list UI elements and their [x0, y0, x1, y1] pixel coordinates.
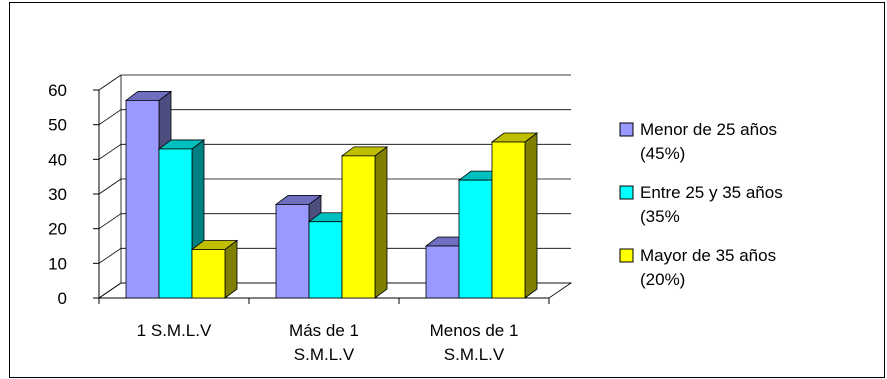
x-tick-label: S.M.L.V — [444, 345, 505, 364]
x-tick-label: Más de 1 — [289, 321, 359, 340]
y-tick-label: 40 — [48, 150, 67, 169]
legend-swatch — [619, 122, 634, 137]
x-tick-label: 1 S.M.L.V — [137, 321, 212, 340]
legend-label: (20%) — [640, 270, 685, 289]
bar — [458, 179, 493, 299]
legend-label: Menor de 25 años — [640, 120, 777, 139]
legend-label: (35% — [640, 207, 680, 226]
y-tick-label: 10 — [48, 254, 67, 273]
gridline-depth — [98, 74, 122, 91]
bar — [191, 249, 226, 299]
x-tick-label: S.M.L.V — [294, 345, 355, 364]
bar — [308, 221, 343, 299]
bar — [491, 141, 526, 299]
y-tick-label: 30 — [48, 185, 67, 204]
bar — [341, 155, 376, 299]
legend-label: (45%) — [640, 144, 685, 163]
bar — [275, 203, 310, 299]
y-tick-label: 20 — [48, 220, 67, 239]
y-tick-label: 60 — [48, 81, 67, 100]
y-tick-label: 50 — [48, 116, 67, 135]
bar-side — [524, 132, 538, 299]
legend-label: Entre 25 y 35 años — [640, 183, 783, 202]
legend-swatch — [619, 248, 634, 263]
bar — [158, 148, 193, 299]
gridline-depth — [98, 248, 122, 264]
gridline-depth — [98, 109, 122, 125]
x-tick-label: Menos de 1 — [430, 321, 519, 340]
gridline-depth — [98, 213, 122, 229]
y-tick-label: 0 — [58, 289, 67, 308]
bar — [425, 245, 460, 299]
legend-swatch — [619, 185, 634, 200]
gridline-depth — [98, 144, 122, 160]
gridline-depth — [98, 178, 122, 195]
bar — [125, 100, 160, 299]
bar-side — [224, 239, 238, 299]
bar-side — [374, 146, 388, 299]
legend-label: Mayor de 35 años — [640, 246, 776, 265]
